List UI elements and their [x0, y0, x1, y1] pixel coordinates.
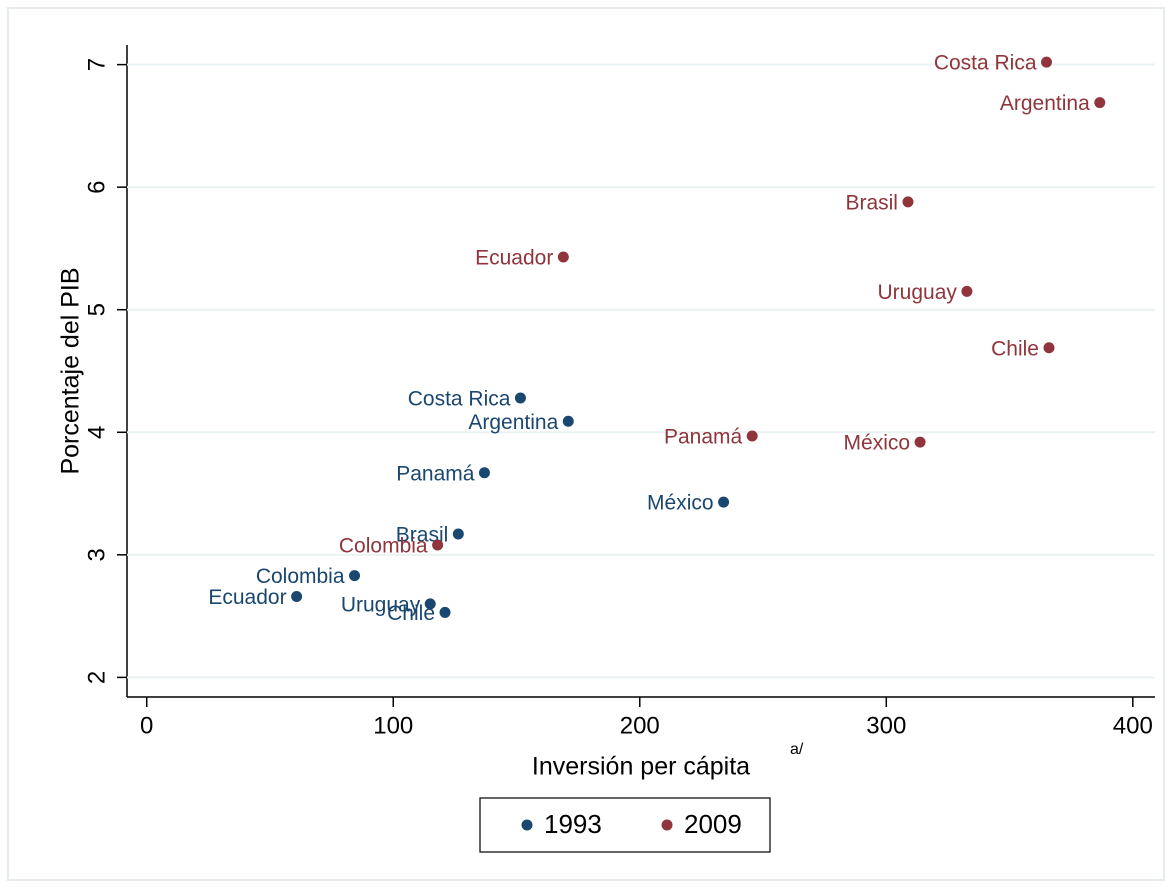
y-tick-label: 7	[83, 58, 110, 71]
point-label: Brasil	[845, 191, 898, 214]
point-label: Chile	[387, 602, 435, 625]
point	[1043, 342, 1055, 354]
legend-marker	[521, 819, 533, 831]
point-label: Argentina	[1000, 92, 1090, 115]
point	[424, 598, 436, 610]
legend-label: 1993	[544, 809, 602, 839]
x-tick-label: 200	[620, 712, 660, 739]
point	[439, 606, 451, 618]
point-label: Panamá	[664, 426, 743, 449]
x-axis-title: Inversión per cápita	[532, 753, 750, 781]
y-tick-label: 3	[83, 548, 110, 561]
point-label: Panamá	[396, 462, 475, 485]
point	[478, 467, 490, 479]
point-label: Colombia	[256, 565, 345, 588]
point	[557, 251, 569, 263]
point	[718, 496, 730, 508]
point-label: Uruguay	[878, 281, 958, 304]
point	[1094, 97, 1106, 109]
point	[349, 570, 361, 582]
point	[452, 528, 464, 540]
point-label: Argentina	[468, 411, 558, 434]
x-tick-label: 0	[140, 712, 153, 739]
y-tick-label: 6	[83, 180, 110, 193]
frame	[7, 7, 1165, 881]
x-axis-note: a/	[790, 741, 804, 758]
y-axis-title: Porcentaje del PIB	[57, 267, 85, 474]
point-label: Ecuador	[208, 586, 286, 609]
point-label: Chile	[991, 337, 1039, 360]
x-tick-label: 300	[866, 712, 906, 739]
point	[291, 591, 303, 603]
legend-label: 2009	[684, 809, 742, 839]
point-label: Uruguay	[341, 593, 421, 616]
x-tick-label: 400	[1113, 712, 1153, 739]
point-label: Costa Rica	[934, 52, 1037, 75]
y-tick-label: 5	[83, 303, 110, 316]
point	[514, 392, 526, 404]
point-label: Colombia	[339, 535, 428, 558]
point	[914, 436, 926, 448]
point-label: México	[647, 492, 714, 515]
y-tick-label: 4	[83, 426, 110, 439]
point	[432, 539, 444, 551]
point-label: Ecuador	[475, 247, 553, 270]
point	[746, 430, 758, 442]
legend-marker	[661, 819, 673, 831]
y-tick-label: 2	[83, 671, 110, 684]
point	[1041, 56, 1053, 68]
point	[961, 285, 973, 297]
point	[562, 415, 574, 427]
point-label: México	[844, 432, 911, 455]
x-tick-label: 100	[373, 712, 413, 739]
point	[902, 196, 914, 208]
point-label: Costa Rica	[408, 388, 511, 411]
